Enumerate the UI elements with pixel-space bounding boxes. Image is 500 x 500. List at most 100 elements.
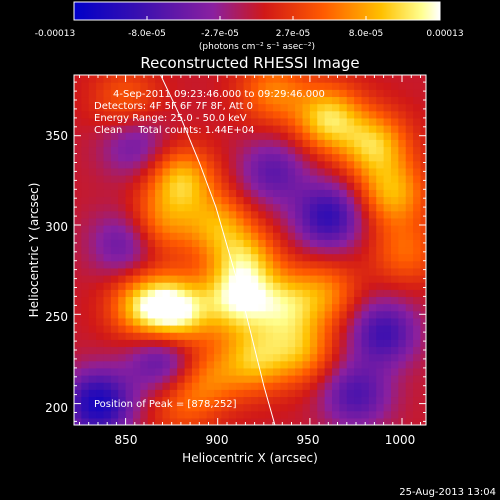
heatmap-cell <box>390 125 399 133</box>
heatmap-cell <box>221 310 230 319</box>
heatmap-cell <box>74 182 82 190</box>
heatmap-cell <box>236 389 245 398</box>
heatmap-cell <box>206 303 215 312</box>
heatmap-cell <box>324 310 333 319</box>
heatmap-cell <box>155 75 164 83</box>
heatmap-cell <box>376 189 385 198</box>
heatmap-cell <box>243 325 252 333</box>
heatmap-cell <box>206 210 215 219</box>
heatmap-cell <box>280 303 289 312</box>
heatmap-cell <box>110 132 119 140</box>
heatmap-cell <box>155 232 164 240</box>
heatmap-cell <box>273 203 282 212</box>
heatmap-cell <box>147 275 156 283</box>
heatmap-cell <box>110 353 119 362</box>
heatmap-cell <box>169 282 178 290</box>
heatmap-cell <box>273 296 282 305</box>
heatmap-cell <box>332 289 340 298</box>
heatmap-cell <box>125 167 134 176</box>
heatmap-cell <box>273 332 282 340</box>
y-tick-label: 250 <box>45 310 68 324</box>
heatmap-cell <box>258 153 267 162</box>
heatmap-cell <box>125 89 134 98</box>
heatmap-cell <box>405 82 414 90</box>
heatmap-cell <box>110 303 119 312</box>
heatmap-cell <box>88 182 97 190</box>
heatmap-cell <box>332 232 340 240</box>
heatmap-cell <box>147 346 156 355</box>
heatmap-cell <box>214 153 223 162</box>
heatmap-cell <box>236 175 245 183</box>
heatmap-cell <box>74 367 82 376</box>
heatmap-cell <box>332 303 340 312</box>
heatmap-cell <box>317 217 326 226</box>
heatmap-cell <box>191 139 200 148</box>
heatmap-cell <box>236 353 245 362</box>
heatmap-cell <box>199 125 208 133</box>
heatmap-cell <box>405 225 414 233</box>
heatmap-cell <box>398 410 407 419</box>
heatmap-cell <box>81 417 90 425</box>
heatmap-cell <box>309 310 318 319</box>
heatmap-cell <box>81 360 90 369</box>
heatmap-cell <box>398 225 407 233</box>
heatmap-cell <box>103 196 112 205</box>
heatmap-cell <box>118 175 127 183</box>
y-axis-title: Heliocentric Y (arcsec) <box>27 183 41 318</box>
heatmap-cell <box>147 96 156 105</box>
heatmap-cell <box>265 353 274 362</box>
heatmap-cell <box>309 96 318 105</box>
heatmap-cell <box>383 296 392 305</box>
heatmap-cell <box>155 182 164 190</box>
heatmap-cell <box>147 375 156 383</box>
heatmap-cell <box>317 417 326 425</box>
heatmap-cell <box>390 325 399 333</box>
heatmap-cell <box>132 232 141 240</box>
heatmap-cell <box>88 167 97 176</box>
heatmap-cell <box>228 410 237 419</box>
heatmap-cell <box>206 253 215 262</box>
heatmap-cell <box>309 110 318 119</box>
heatmap-cell <box>88 282 97 290</box>
heatmap-cell <box>287 325 296 333</box>
heatmap-cell <box>243 232 252 240</box>
heatmap-cell <box>295 175 304 183</box>
heatmap-cell <box>273 125 282 133</box>
heatmap-cell <box>295 375 304 383</box>
heatmap-cell <box>243 346 252 355</box>
heatmap-cell <box>273 175 282 183</box>
heatmap-cell <box>140 182 149 190</box>
heatmap-cell <box>317 103 326 112</box>
heatmap-cell <box>317 403 326 412</box>
heatmap-cell <box>228 303 237 312</box>
heatmap-cell <box>265 75 274 83</box>
heatmap-cell <box>191 125 200 133</box>
heatmap-cell <box>88 339 97 348</box>
heatmap-cell <box>280 96 289 105</box>
heatmap-cell <box>273 225 282 233</box>
heatmap-cell <box>317 260 326 269</box>
heatmap-cell <box>228 160 237 169</box>
heatmap-cell <box>140 353 149 362</box>
heatmap-cell <box>317 210 326 219</box>
heatmap-cell <box>346 375 355 383</box>
heatmap-cell <box>332 132 340 140</box>
heatmap-cell <box>339 89 348 98</box>
heatmap-cell <box>103 410 112 419</box>
heatmap-cell <box>287 310 296 319</box>
heatmap-cell <box>96 117 105 126</box>
heatmap-cell <box>302 146 311 155</box>
heatmap-cell <box>96 82 105 90</box>
heatmap-cell <box>273 360 282 369</box>
heatmap-cell <box>221 253 230 262</box>
heatmap-cell <box>132 225 141 233</box>
heatmap-cell <box>287 203 296 212</box>
heatmap-cell <box>125 82 134 90</box>
heatmap-cell <box>390 203 399 212</box>
heatmap-cell <box>273 117 282 126</box>
heatmap-cell <box>361 139 370 148</box>
heatmap-cell <box>199 167 208 176</box>
heatmap-cell <box>324 132 333 140</box>
heatmap-cell <box>88 89 97 98</box>
heatmap-cell <box>405 103 414 112</box>
